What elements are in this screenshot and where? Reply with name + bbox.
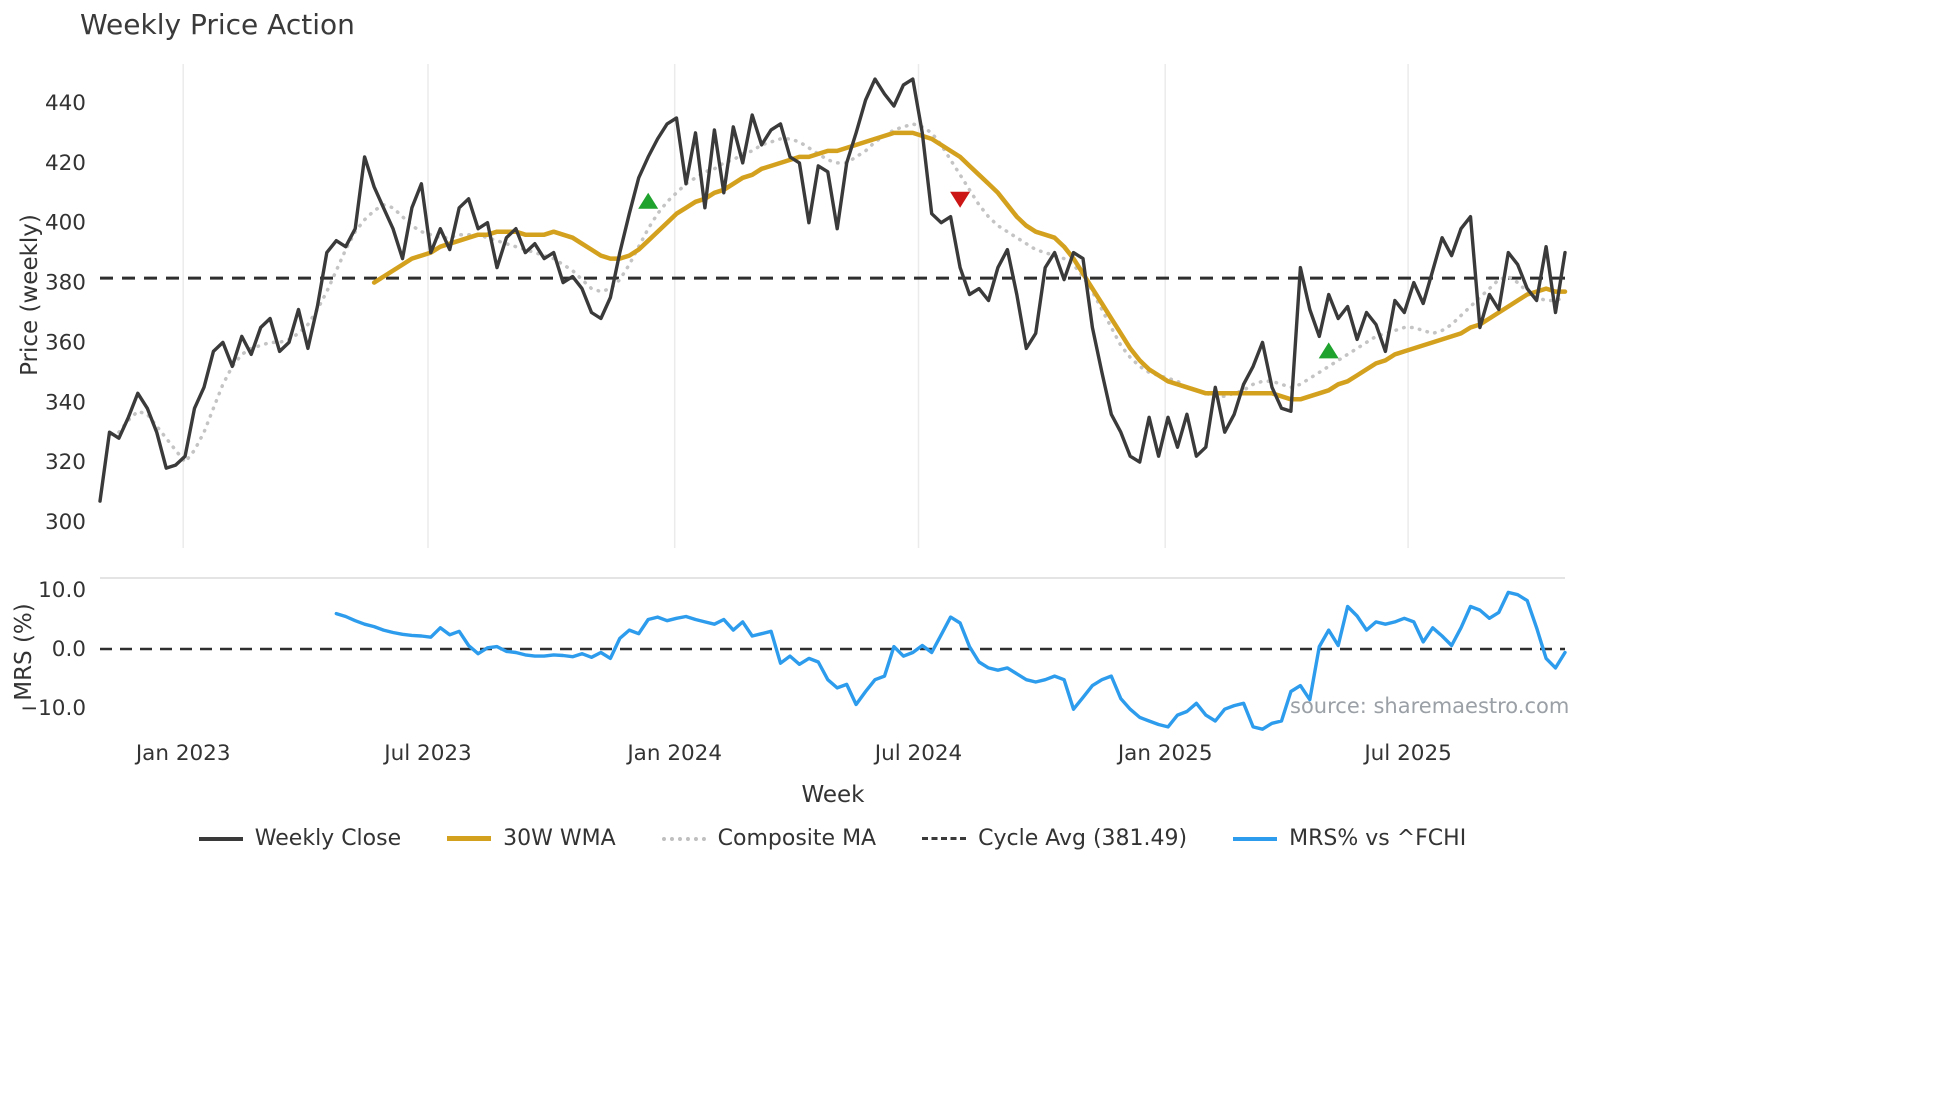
buy-signal-marker xyxy=(1318,342,1339,359)
legend-label-cycle-avg: Cycle Avg (381.49) xyxy=(978,826,1188,851)
buy-signal-marker xyxy=(638,192,659,209)
legend-label-weekly-close: Weekly Close xyxy=(254,826,402,851)
mrs-tick-label: −10.0 xyxy=(20,696,86,721)
x-axis-title: Week xyxy=(801,782,865,808)
x-tick-label: Jul 2023 xyxy=(382,741,472,766)
price-tick-label: 400 xyxy=(45,211,86,236)
mrs-swatch xyxy=(1233,836,1278,841)
legend-item-mrs: MRS% vs ^FCHI xyxy=(1233,826,1466,851)
legend-item-30w-wma: 30W WMA xyxy=(447,826,616,851)
legend-label-mrs: MRS% vs ^FCHI xyxy=(1289,826,1467,851)
price-tick-label: 420 xyxy=(45,151,86,176)
wma-swatch xyxy=(447,836,492,841)
x-tick-label: Jul 2025 xyxy=(1362,741,1452,766)
legend-label-composite-ma: Composite MA xyxy=(717,826,877,851)
price-tick-label: 380 xyxy=(45,271,86,296)
x-tick-label: Jan 2025 xyxy=(1116,741,1213,766)
wma-line xyxy=(371,130,1568,402)
mrs-tick-label: 10.0 xyxy=(38,578,86,603)
sell-signal-marker xyxy=(950,191,971,208)
legend-label-30w-wma: 30W WMA xyxy=(503,826,616,851)
weekly-close-swatch xyxy=(198,836,243,841)
cycle-avg-swatch xyxy=(922,837,967,840)
composite-ma-swatch xyxy=(661,836,706,841)
x-tick-label: Jul 2024 xyxy=(873,741,963,766)
price-tick-label: 440 xyxy=(45,91,86,116)
legend-item-cycle-avg: Cycle Avg (381.49) xyxy=(922,826,1187,851)
x-tick-label: Jan 2024 xyxy=(625,741,722,766)
price-tick-label: 340 xyxy=(45,390,86,415)
x-tick-label: Jan 2023 xyxy=(134,741,231,766)
legend: Weekly Close 30W WMA Composite MA Cycle … xyxy=(100,826,1565,851)
price-tick-label: 300 xyxy=(45,510,86,535)
price-tick-label: 320 xyxy=(45,450,86,475)
weekly-close-line xyxy=(98,77,1567,503)
price-tick-label: 360 xyxy=(45,330,86,355)
legend-item-weekly-close: Weekly Close xyxy=(198,826,402,851)
legend-item-composite-ma: Composite MA xyxy=(661,826,877,851)
mrs-tick-label: 0.0 xyxy=(52,637,86,662)
source-credit: source: sharemaestro.com xyxy=(1290,694,1570,718)
mrs-line xyxy=(334,590,1567,731)
chart-title: Weekly Price Action xyxy=(80,8,355,41)
composite-ma-line xyxy=(117,122,1567,464)
